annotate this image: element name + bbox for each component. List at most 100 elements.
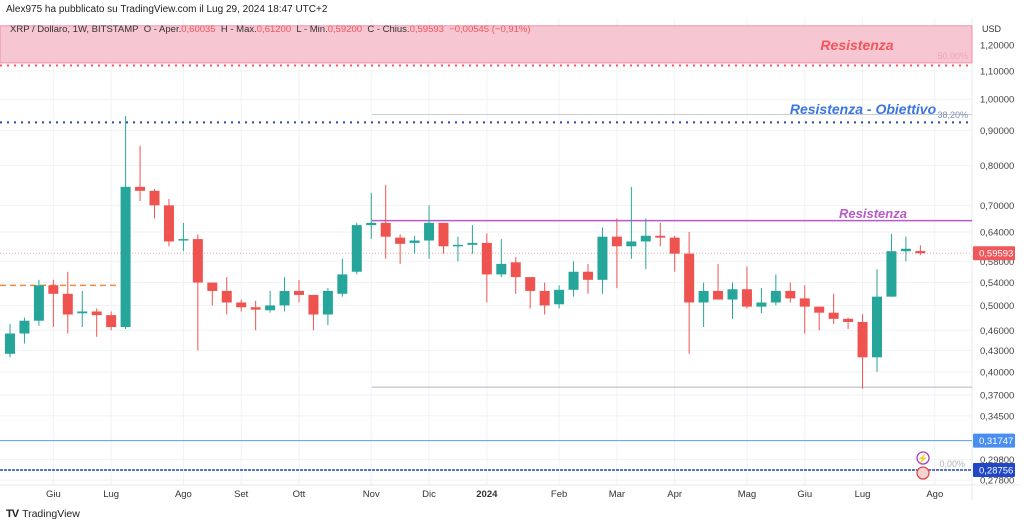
candle-up xyxy=(265,305,276,311)
publisher-line: Alex975 ha pubblicato su TradingView.com… xyxy=(6,4,328,15)
y-tick-label: 0,37000 xyxy=(980,391,1014,402)
candle-down xyxy=(828,312,839,319)
y-tick-label: 0,27800 xyxy=(980,476,1014,487)
candle-up xyxy=(554,289,565,305)
candle-down xyxy=(655,235,666,238)
y-tick-label: 0,40000 xyxy=(980,367,1014,378)
candle-down xyxy=(857,321,868,358)
x-tick-label: Ago xyxy=(175,489,192,500)
candle-down xyxy=(62,293,73,315)
candle-down xyxy=(814,306,825,313)
candle-down xyxy=(669,237,680,254)
light-blue-tag-label: 0,31747 xyxy=(979,436,1013,447)
candle-up xyxy=(19,320,30,334)
candle-up xyxy=(178,239,189,241)
x-tick-label: Set xyxy=(234,489,249,500)
candle-down xyxy=(785,290,796,299)
candle-down xyxy=(915,251,926,254)
x-tick-label: Ott xyxy=(293,489,306,500)
x-tick-label: Nov xyxy=(363,489,380,500)
symbol-name: XRP / Dollaro, 1W, BITSTAMP xyxy=(10,24,139,35)
candle-up xyxy=(756,302,767,307)
candle-up xyxy=(626,241,637,247)
candle-down xyxy=(741,289,752,307)
candle-down xyxy=(135,186,146,191)
candle-up xyxy=(279,290,290,306)
candle-down xyxy=(843,318,854,322)
candle-up xyxy=(597,236,608,280)
y-tick-label: 0,34500 xyxy=(980,411,1014,422)
open-label: O - Aper. xyxy=(143,24,182,35)
candle-up xyxy=(120,186,131,328)
y-tick-label: 0,29800 xyxy=(980,455,1014,466)
x-tick-label: 2024 xyxy=(476,489,498,500)
x-tick-label: Dic xyxy=(422,489,436,500)
candle-down xyxy=(481,242,492,275)
y-tick-label: 1,10000 xyxy=(980,66,1014,77)
candle-up xyxy=(5,333,15,354)
high-label: H - Max. xyxy=(220,24,257,35)
resistance-zone xyxy=(0,25,973,64)
y-tick-label: 0,70000 xyxy=(980,201,1014,212)
high-value: 0,61200 xyxy=(256,24,292,35)
candle-up xyxy=(467,242,478,245)
candle-down xyxy=(106,315,117,328)
low-label: L - Min. xyxy=(296,24,328,35)
x-tick-label: Lug xyxy=(855,489,871,500)
tradingview-logo[interactable]: TV TradingView xyxy=(6,508,80,520)
candle-up xyxy=(900,248,911,252)
dark-blue-tag xyxy=(973,463,1015,478)
fib-382-label: 38,20% xyxy=(937,110,968,120)
y-tick-label: 1,00000 xyxy=(980,95,1014,106)
light-blue-tag xyxy=(973,433,1015,448)
fib-0-label: 0,00% xyxy=(939,459,965,469)
candle-down xyxy=(207,282,218,291)
candle-down xyxy=(294,290,304,295)
y-tick-label: 0,80000 xyxy=(980,161,1014,172)
candle-up xyxy=(77,311,88,314)
y-tick-label: 0,54000 xyxy=(980,278,1014,289)
y-tick-label: 0,50000 xyxy=(980,301,1014,312)
candle-down xyxy=(308,294,319,315)
low-value: 0,59200 xyxy=(327,24,363,35)
candle-down xyxy=(510,262,521,278)
candle-down xyxy=(163,205,174,242)
candle-up xyxy=(322,290,333,315)
candle-down xyxy=(611,236,622,247)
x-tick-label: Feb xyxy=(551,489,567,500)
change-value: −0,00545 (−0,91%) xyxy=(449,24,531,35)
x-tick-label: Mar xyxy=(609,489,625,500)
lightning-event-icon xyxy=(916,451,930,465)
candle-up xyxy=(409,240,420,243)
candle-up xyxy=(33,285,44,321)
candle-up xyxy=(770,290,781,303)
resistance-zone-label: Resistenza xyxy=(820,37,893,53)
y-tick-label: 1,20000 xyxy=(980,41,1014,52)
candle-up xyxy=(886,251,897,297)
lightning-glyph: ⚡ xyxy=(917,453,928,465)
candle-down xyxy=(48,285,59,294)
dark-blue-tag-label: 0,28756 xyxy=(979,466,1013,477)
tv-logo-icon: TV xyxy=(6,508,19,520)
candle-up xyxy=(366,222,377,226)
candle-up xyxy=(337,274,348,294)
candle-down xyxy=(583,271,593,280)
candle-up xyxy=(568,271,579,290)
candle-up xyxy=(496,263,507,275)
brand-name: TradingView xyxy=(22,508,80,520)
candle-down xyxy=(91,311,102,316)
x-tick-label: Apr xyxy=(667,489,682,500)
candle-down xyxy=(250,307,261,310)
purple-resistance-label: Resistenza xyxy=(839,206,907,221)
candle-up xyxy=(872,296,882,358)
candle-down xyxy=(799,298,810,307)
candle-down xyxy=(236,302,247,308)
last-price-tag xyxy=(973,246,1015,261)
candle-down xyxy=(221,290,232,303)
candle-up xyxy=(424,222,435,241)
fib-50-label: 50,00% xyxy=(937,51,968,61)
us-flag-event-icon xyxy=(916,466,930,480)
resistance-target-label: Resistenza - Obiettivo xyxy=(790,101,937,117)
candle-down xyxy=(684,253,695,303)
